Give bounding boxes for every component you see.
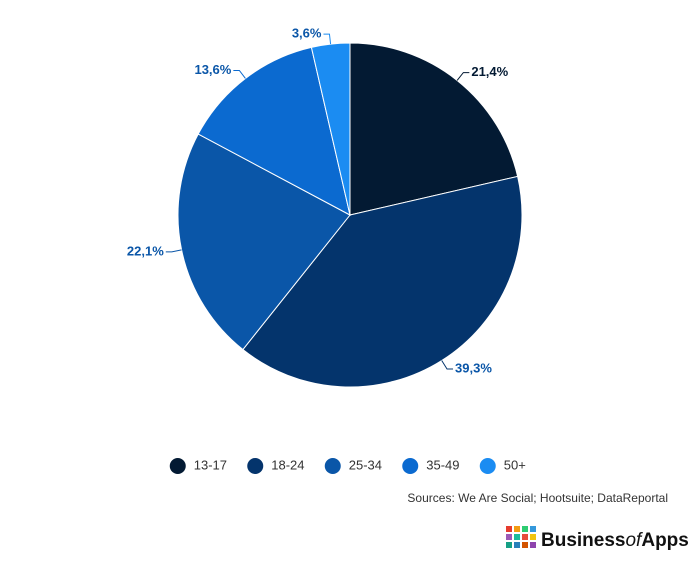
pie-slice [177,133,351,351]
logo-tile [506,542,512,548]
legend-label: 35-49 [426,457,459,472]
logo-text: BusinessofApps [541,530,689,551]
logo-tile [522,534,528,540]
leader-line [441,360,454,370]
data-label: 21,4% [471,64,508,79]
legend-marker [479,458,496,474]
logo-tile [522,526,528,532]
logo-tile [530,526,536,532]
logo-tile [530,534,536,540]
leader-line [233,69,246,79]
leader-line [323,33,332,45]
source: Sources: We Are Social; Hootsuite; DataR… [407,491,668,505]
legend-label: 50+ [504,457,526,472]
pie-slice [197,46,351,216]
data-label: 13,6% [194,62,231,77]
legend-marker [169,458,186,474]
logo-tile [522,542,528,548]
logo-tile [514,542,520,548]
pie-slice [242,175,523,388]
logo: BusinessofApps [506,526,689,551]
data-label: 3,6% [292,26,322,41]
logo-tile [514,526,520,532]
logo-part: Apps [641,530,689,551]
leader-line [165,249,182,253]
logo-tile [514,534,520,540]
logo-tile [506,534,512,540]
logo-tile [506,526,512,532]
legend-marker [324,458,341,474]
data-label: 22,1% [127,243,164,258]
logo-part: of [625,530,643,551]
legend-label: 18-24 [271,457,304,472]
legend-marker [402,458,419,474]
logo-tile [530,542,536,548]
logo-part: Business [541,530,625,551]
legend-label: 25-34 [349,457,382,472]
leader-line [456,72,470,81]
legend-marker [247,458,264,474]
legend-label: 13-17 [194,457,227,472]
data-label: 39,3% [455,360,492,375]
